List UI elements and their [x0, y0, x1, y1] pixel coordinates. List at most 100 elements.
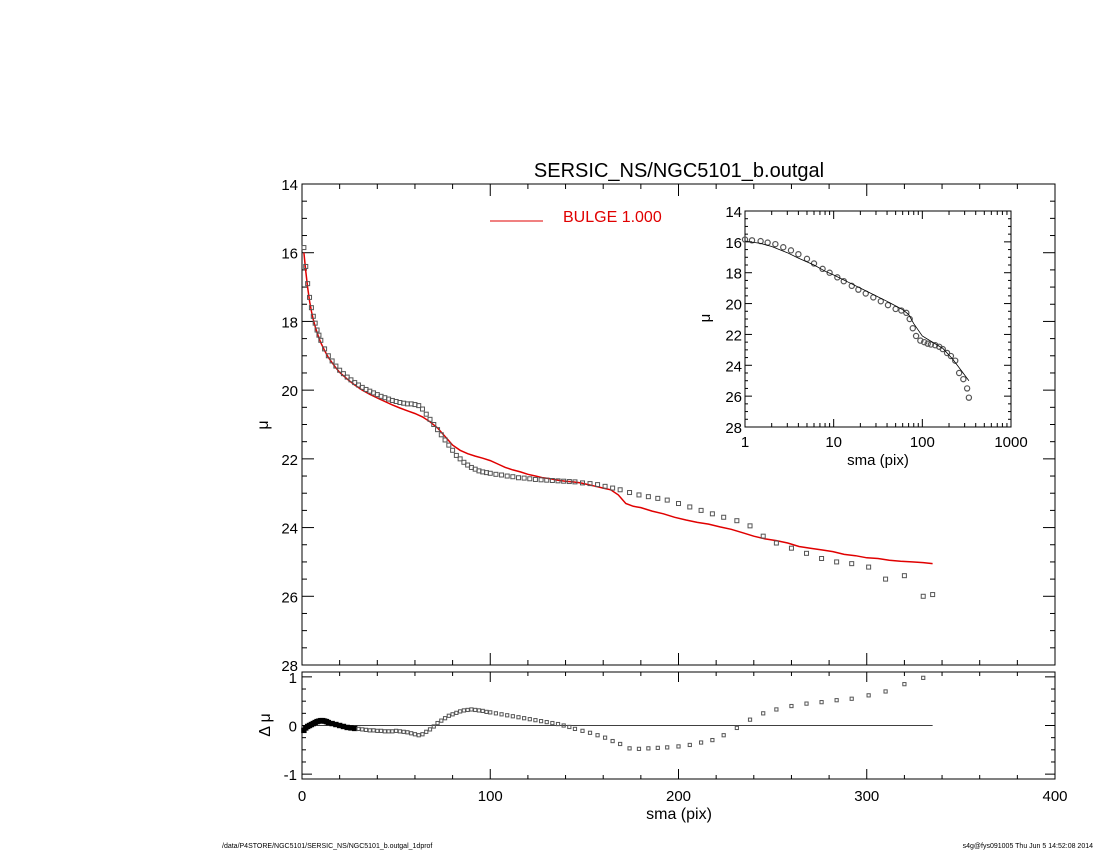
residual-data-point — [360, 727, 365, 732]
residual-data-point — [352, 725, 358, 732]
main-data-point — [804, 550, 810, 556]
inset-y-tick-label: 20 — [725, 297, 742, 314]
inset-data-point — [924, 340, 931, 347]
residual-data-point — [522, 716, 527, 721]
residual-data-point — [533, 718, 538, 723]
inset-data-point — [903, 309, 910, 317]
inset-x-axis-label: sma (pix) — [847, 452, 909, 469]
main-data-point — [920, 593, 926, 599]
residual-data-point — [363, 727, 369, 732]
residual-data-point — [446, 713, 451, 718]
main-data-point — [676, 501, 681, 507]
inset-data-point — [772, 240, 779, 248]
residual-data-point — [442, 716, 448, 721]
residual-data-point — [412, 732, 418, 737]
main-data-point — [587, 481, 593, 487]
inset-data-point — [927, 341, 935, 348]
main-data-point — [337, 367, 343, 373]
main-data-point — [344, 374, 350, 380]
main-data-point — [446, 442, 452, 448]
residual-data-point — [550, 720, 555, 726]
residual-data-point — [761, 711, 766, 716]
residual-data-point — [710, 737, 715, 743]
residual-x-tick-label: 0 — [298, 788, 306, 805]
residual-data-point — [687, 742, 692, 748]
main-y-tick-label: 24 — [281, 521, 298, 538]
inset-data-point — [952, 357, 959, 364]
residual-data-point — [427, 727, 433, 732]
residual-data-point — [431, 724, 436, 729]
footer-file-path: /data/P4STORE/NGC5101/SERSIC_NS/NGC5101_… — [222, 843, 432, 850]
residual-data-point — [747, 717, 753, 722]
main-data-point — [510, 474, 516, 480]
residual-data-point — [665, 745, 670, 750]
residual-data-point — [921, 675, 926, 680]
main-data-point — [595, 482, 601, 488]
main-data-point — [431, 422, 437, 427]
residual-data-point — [819, 700, 824, 705]
inset-data-point — [943, 349, 951, 357]
residual-data-point — [580, 728, 585, 733]
main-data-point — [457, 456, 463, 462]
inset-data-point — [787, 247, 795, 254]
main-data-point — [312, 320, 318, 326]
residual-data-point — [627, 746, 632, 751]
main-data-point — [747, 523, 753, 529]
main-data-point — [561, 478, 567, 484]
main-y-tick-label: 14 — [281, 177, 298, 194]
main-data-point — [849, 561, 855, 567]
main-data-point — [627, 490, 633, 496]
residual-data-point — [866, 693, 871, 698]
residual-data-point — [375, 728, 380, 733]
main-data-point — [883, 576, 889, 582]
main-data-point — [305, 281, 311, 287]
main-data-point — [532, 476, 538, 482]
main-data-point — [442, 437, 448, 443]
main-data-point — [544, 477, 550, 483]
main-data-point — [866, 564, 872, 570]
main-data-point — [504, 473, 510, 479]
residual-data-point — [902, 682, 907, 687]
bulge-model-line — [303, 252, 933, 565]
main-data-point — [333, 363, 339, 369]
residual-data-point — [849, 696, 854, 701]
inset-data-point — [848, 282, 855, 290]
main-data-point — [318, 337, 324, 343]
main-data-point — [493, 471, 499, 477]
main-data-point — [450, 447, 456, 453]
residual-data-point — [676, 744, 681, 749]
residual-data-point — [493, 711, 498, 716]
residual-y-tick-label: -1 — [284, 767, 297, 784]
residual-x-tick-label: 200 — [666, 788, 691, 805]
main-y-tick-label: 16 — [281, 246, 298, 263]
residual-data-point — [378, 728, 384, 733]
main-data-point — [487, 470, 493, 476]
residual-x-tick-label: 400 — [1042, 788, 1067, 805]
residual-data-point — [499, 712, 504, 717]
main-data-point — [610, 485, 616, 491]
main-data-point — [579, 480, 585, 486]
main-data-point — [549, 478, 555, 484]
residual-data-point — [610, 738, 615, 744]
main-data-point — [423, 411, 429, 417]
residual-data-point — [538, 719, 544, 724]
residual-data-point — [394, 728, 399, 733]
residual-plot: 10-10 100 200 300 400 — [284, 670, 1068, 805]
residual-data-point — [488, 710, 493, 715]
inset-data-point — [803, 255, 811, 263]
inset-plot: 14 16 18 20 22 24 26 281 10 100 1000 — [725, 204, 1027, 451]
main-data-point — [572, 479, 578, 485]
main-data-point — [325, 353, 331, 359]
inset-data-point — [748, 237, 756, 244]
residual-data-point — [527, 717, 532, 722]
main-y-tick-label: 18 — [281, 314, 298, 331]
chart-title: SERSIC_NS/NGC5101_b.outgal — [534, 160, 824, 182]
inset-x-tick-label: 1 — [741, 434, 749, 451]
residual-data-point — [505, 713, 510, 718]
main-data-point — [538, 477, 544, 483]
residual-data-point — [473, 707, 478, 713]
inset-data-point — [826, 269, 833, 276]
residual-data-point — [602, 735, 608, 740]
inset-data-point — [884, 301, 892, 309]
residual-data-point — [484, 709, 489, 714]
